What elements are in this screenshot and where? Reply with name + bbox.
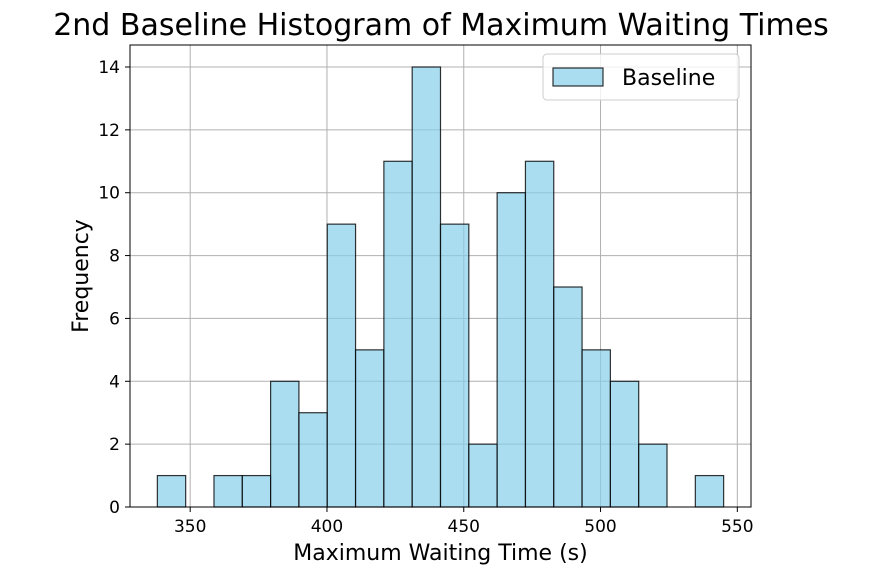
y-axis-label: Frequency (69, 219, 94, 333)
x-tick-label: 450 (448, 517, 480, 537)
x-axis-label: Maximum Waiting Time (s) (293, 541, 587, 566)
y-tick-label: 10 (98, 184, 120, 204)
histogram-bar (439, 223, 470, 508)
y-tick-label: 0 (109, 498, 120, 518)
histogram-bar (638, 443, 668, 508)
histogram-bar (298, 412, 328, 508)
histogram-bars (156, 66, 725, 508)
legend-swatch-baseline (552, 67, 604, 87)
histogram-bar (354, 349, 385, 508)
histogram-bar (241, 474, 272, 508)
x-tick-label: 550 (721, 517, 753, 537)
axis-ticks: 350 400 450 500 550 0 2 4 6 8 10 12 14 (98, 58, 753, 537)
x-tick-label: 400 (311, 517, 343, 537)
legend: Baseline (542, 53, 740, 101)
histogram-bar (553, 286, 583, 508)
x-tick-label: 350 (174, 517, 206, 537)
histogram-bar (213, 474, 243, 508)
histogram-bar (270, 380, 300, 508)
plot-frame (129, 44, 752, 508)
y-tick-label: 4 (109, 372, 120, 392)
chart-title: 2nd Baseline Histogram of Maximum Waitin… (53, 8, 829, 43)
legend-label-baseline: Baseline (622, 66, 715, 91)
histogram-bar (156, 474, 187, 508)
histogram-bar (581, 349, 611, 508)
histogram-bar (694, 474, 725, 508)
histogram-bar (609, 380, 640, 508)
legend-box (542, 53, 740, 101)
y-tick-label: 12 (98, 121, 120, 141)
y-tick-label: 14 (98, 58, 120, 78)
histogram-bar (383, 160, 413, 508)
y-tick-label: 6 (109, 309, 120, 329)
histogram-bar (411, 66, 442, 508)
x-tick-label: 500 (584, 517, 616, 537)
histogram-bar (496, 192, 527, 508)
y-tick-label: 8 (109, 247, 120, 267)
y-tick-label: 2 (109, 435, 120, 455)
histogram-bar (468, 443, 498, 508)
histogram-bar (524, 160, 555, 508)
histogram-bar (326, 223, 357, 508)
